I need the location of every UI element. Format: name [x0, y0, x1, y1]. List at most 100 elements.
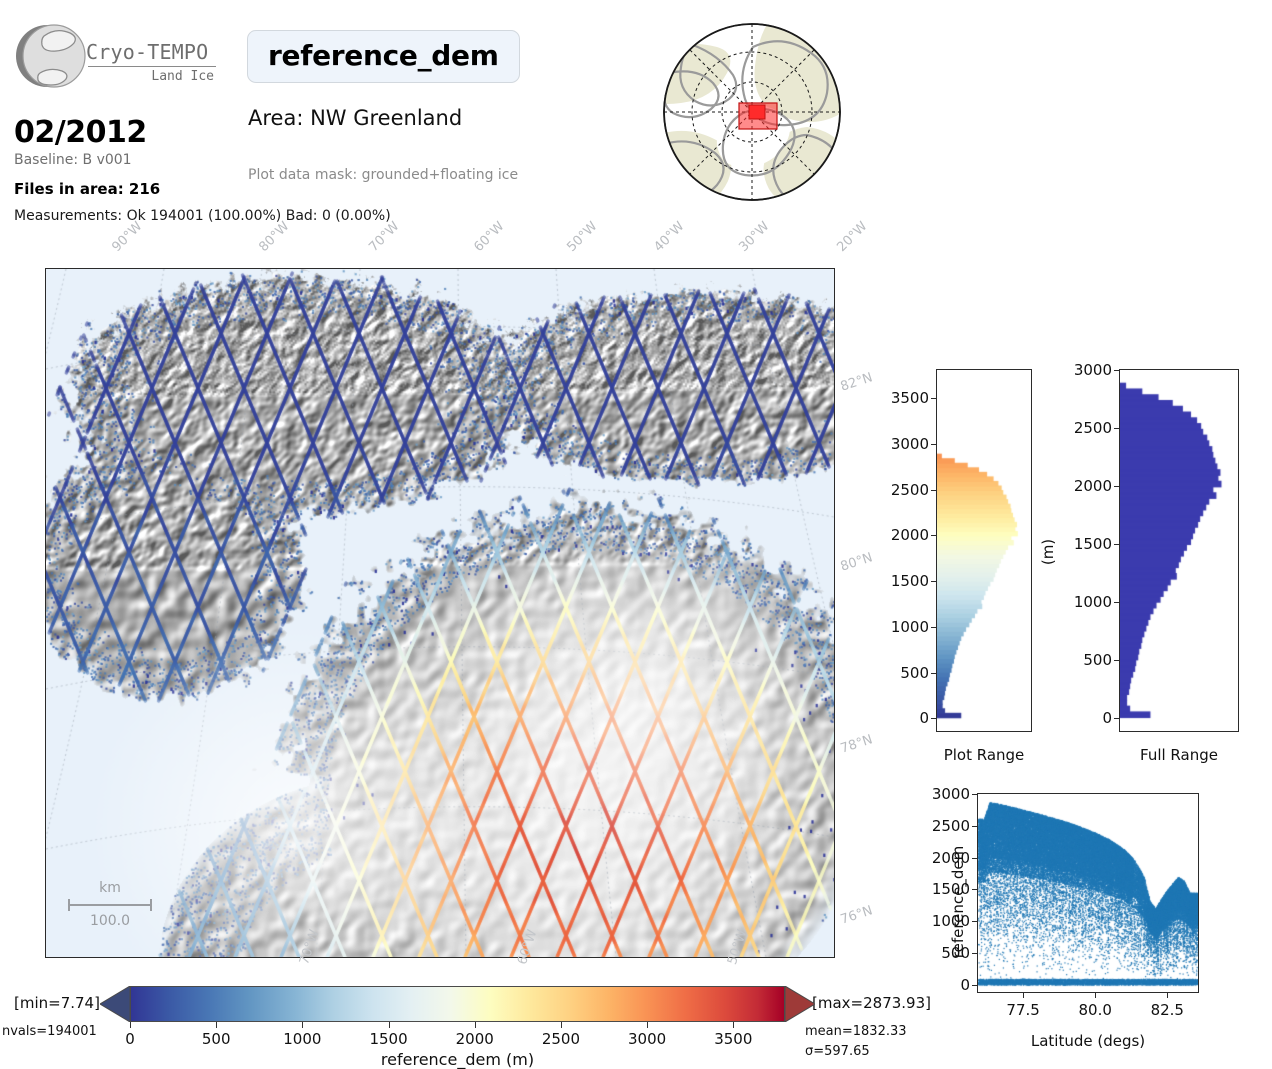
y-tick: [1114, 428, 1119, 430]
y-tick: [931, 672, 936, 674]
map-lat-label: 80°N: [838, 550, 875, 575]
colorbar-tick-label: 2500: [541, 1030, 580, 1048]
colorbar-over-arrow-icon: [785, 986, 815, 1022]
globe-crescent-icon: [16, 24, 86, 88]
y-tick: [931, 581, 936, 583]
colorbar-mean-label: mean=1832.33: [805, 1024, 907, 1039]
brand-name: Cryo-TEMPO: [86, 40, 209, 64]
map-lon-label: 20°W: [834, 219, 871, 255]
full-range-caption: Full Range: [1140, 746, 1218, 764]
y-tick: [931, 489, 936, 491]
colorbar-gradient[interactable]: [130, 986, 785, 1022]
colorbar-tick-label: 0: [125, 1030, 135, 1048]
full-range-histogram-canvas: [1120, 370, 1238, 731]
y-tick-label: 3000: [890, 434, 929, 453]
y-tick: [1114, 602, 1119, 604]
colorbar-tick: [388, 1022, 390, 1028]
colorbar-tick-label: 3500: [714, 1030, 753, 1048]
x-tick: [1167, 993, 1169, 998]
y-tick-label: 500: [900, 663, 929, 682]
colorbar-tick-label: 3000: [628, 1030, 667, 1048]
y-tick: [972, 825, 977, 827]
page-title: reference_dem: [247, 30, 520, 83]
y-tick-label: 1000: [1073, 593, 1112, 612]
x-tick: [1023, 993, 1025, 998]
y-tick-label: 0: [1102, 709, 1112, 728]
colorbar-tick: [130, 1022, 131, 1028]
measurements-label: Measurements: Ok 194001 (100.00%) Bad: 0…: [14, 208, 391, 224]
y-tick-label: 500: [1083, 651, 1112, 670]
area-label: Area: NW Greenland: [248, 106, 463, 130]
y-tick-label: 3000: [931, 784, 970, 803]
latitude-elevation-scatter: [977, 793, 1199, 993]
map-lat-label: 78°N: [838, 732, 875, 757]
colorbar-tick-label: 2000: [455, 1030, 494, 1048]
y-tick-label: 3000: [1073, 361, 1112, 380]
date-label: 02/2012: [14, 115, 147, 150]
y-tick-label: 1500: [890, 572, 929, 591]
y-tick-label: 500: [941, 944, 970, 963]
map-lon-label: 80°W: [256, 219, 293, 255]
y-tick: [972, 953, 977, 955]
y-tick: [931, 718, 936, 720]
map-scalebar: km 100.0: [68, 880, 152, 929]
y-tick: [931, 443, 936, 445]
y-tick: [1114, 718, 1119, 720]
y-tick-label: 2500: [1073, 419, 1112, 438]
colorbar-tick: [474, 1022, 476, 1028]
x-tick-label: 80.0: [1078, 1001, 1112, 1019]
y-tick-label: 1500: [931, 880, 970, 899]
y-tick-label: 2000: [931, 848, 970, 867]
y-tick-label: 3500: [890, 389, 929, 408]
plot-range-histogram: [936, 369, 1032, 732]
brand-subtitle: Land Ice: [151, 69, 214, 84]
y-tick-label: 2000: [1073, 477, 1112, 496]
colorbar-panel: [min=7.74] [max=2873.93] nvals=194001 me…: [0, 978, 931, 1069]
colorbar-tick-label: 1500: [369, 1030, 408, 1048]
map-render-canvas: [46, 269, 834, 957]
plot-range-histogram-canvas: [937, 370, 1031, 731]
cryo-tempo-logo: Cryo-TEMPO Land Ice: [14, 10, 229, 102]
y-tick-label: 0: [919, 709, 929, 728]
map-lon-label: 90°W: [109, 219, 146, 255]
scalebar-bar: [68, 899, 152, 911]
colorbar-tick: [647, 1022, 649, 1028]
colorbar-ticks: 0 500 1000 1500 2000 2500 3000 3500: [125, 1022, 785, 1052]
scatter-xlabel: Latitude (degs): [1030, 1032, 1146, 1050]
y-tick-label: 1000: [931, 912, 970, 931]
y-tick: [1114, 486, 1119, 488]
north-polar-globe-inset: [657, 17, 847, 207]
y-tick: [972, 793, 977, 795]
colorbar-tick-label: 1000: [283, 1030, 322, 1048]
y-tick: [931, 626, 936, 628]
y-tick: [972, 985, 977, 987]
x-tick-label: 82.5: [1150, 1001, 1184, 1019]
y-tick: [972, 889, 977, 891]
map-lon-label: 40°W: [651, 219, 688, 255]
map-lon-label: 50°W: [564, 219, 601, 255]
y-tick: [1114, 544, 1119, 546]
x-tick: [1095, 993, 1097, 998]
map-lon-label: 60°W: [471, 219, 508, 255]
colorbar-under-arrow-icon: [100, 986, 130, 1022]
scalebar-value: 100.0: [89, 913, 131, 929]
page-title-text: reference_dem: [268, 39, 499, 72]
main-map[interactable]: [45, 268, 835, 958]
y-tick-label: 1000: [890, 617, 929, 636]
y-tick: [972, 857, 977, 859]
colorbar-tick: [733, 1022, 735, 1028]
full-range-ylabel: (m): [1039, 538, 1058, 566]
scalebar-unit: km: [99, 880, 121, 896]
brand-rule: [88, 66, 216, 67]
map-lon-label: 30°W: [736, 219, 773, 255]
y-tick-label: 1500: [1073, 535, 1112, 554]
y-tick-label: 2500: [890, 480, 929, 499]
plot-data-mask-label: Plot data mask: grounded+floating ice: [248, 167, 519, 183]
map-lat-label: 82°N: [838, 370, 875, 395]
x-tick-label: 77.5: [1006, 1001, 1040, 1019]
colorbar-tick: [560, 1022, 562, 1028]
full-range-histogram: [1119, 369, 1239, 732]
y-tick: [1114, 660, 1119, 662]
scatter-ylabel: reference_dem: [949, 845, 967, 959]
colorbar-tick-label: 500: [201, 1030, 231, 1048]
